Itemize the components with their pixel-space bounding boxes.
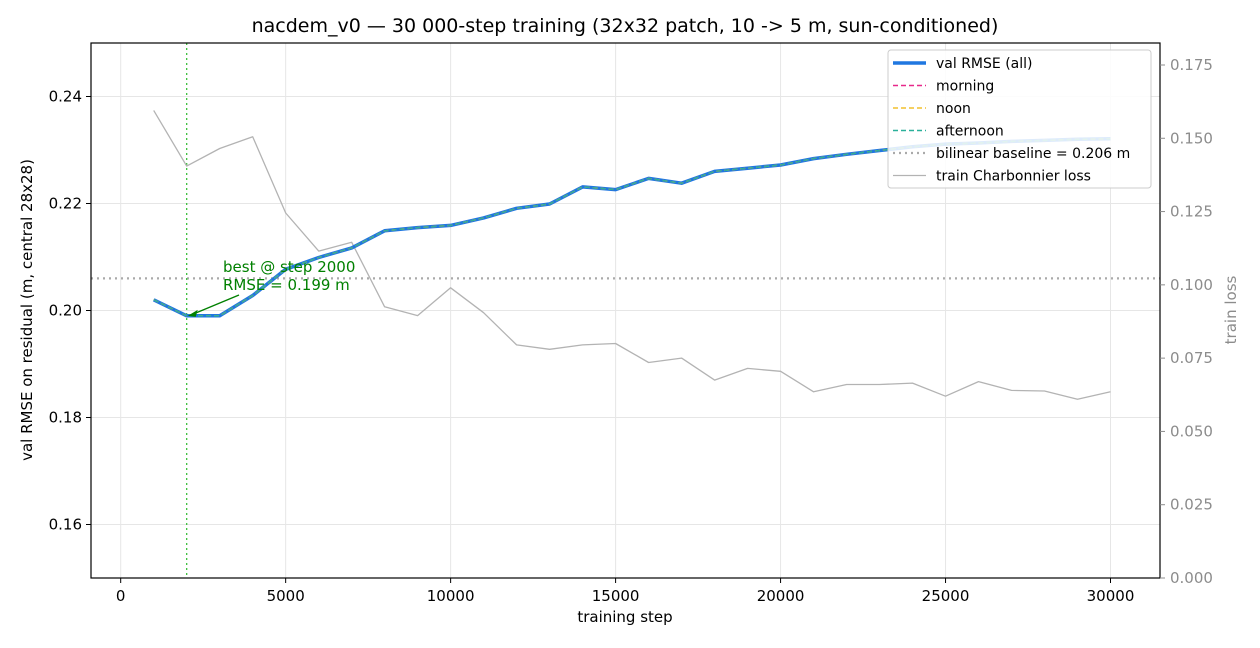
x-tick-label: 30000 — [1087, 587, 1135, 605]
y2-tick-label: 0.075 — [1170, 349, 1213, 367]
y2-tick-label: 0.150 — [1170, 129, 1213, 147]
y-axis-right: 0.000 0.025 0.050 0.075 0.100 0.125 0.150 0.175 — [1160, 56, 1213, 587]
annotation-line-2: RMSE = 0.199 m — [223, 276, 350, 294]
y2-tick-label: 0.125 — [1170, 203, 1213, 221]
legend-label: val RMSE (all) — [936, 56, 1032, 72]
y-tick-label: 0.20 — [49, 302, 82, 320]
annotation-arrow-head — [187, 309, 198, 317]
legend-box — [887, 49, 1152, 189]
annotation-line-1: best @ step 2000 — [223, 258, 355, 276]
legend-label: noon — [936, 101, 971, 117]
y2-axis-label: train loss — [1222, 275, 1240, 344]
x-axis: 0 5000 10000 15000 20000 25000 30000 — [116, 578, 1134, 605]
y-tick-label: 0.16 — [49, 516, 82, 534]
x-tick-label: 20000 — [757, 587, 805, 605]
x-tick-label: 10000 — [427, 587, 475, 605]
x-tick-label: 15000 — [592, 587, 640, 605]
y2-tick-label: 0.175 — [1170, 56, 1213, 74]
legend-label: bilinear baseline = 0.206 m — [936, 146, 1130, 162]
x-tick-label: 25000 — [922, 587, 970, 605]
x-tick-label: 0 — [116, 587, 126, 605]
y-axis-left: 0.16 0.18 0.20 0.22 0.24 — [49, 88, 91, 534]
x-tick-label: 5000 — [267, 587, 305, 605]
y-tick-label: 0.18 — [49, 409, 82, 427]
best-annotation: best @ step 2000 RMSE = 0.199 m — [187, 258, 355, 317]
y2-tick-label: 0.000 — [1170, 569, 1213, 587]
series-train-charbonnier-loss — [153, 110, 1111, 400]
legend-label: afternoon — [936, 124, 1004, 140]
legend: val RMSE (all) morning noon afternoon biline… — [887, 49, 1152, 189]
annotation-arrow-shaft — [193, 294, 240, 315]
y-tick-label: 0.22 — [49, 195, 82, 213]
x-axis-label: training step — [577, 608, 672, 626]
y-axis-label: val RMSE on residual (m, central 28x28) — [18, 159, 36, 461]
y2-tick-label: 0.025 — [1170, 496, 1213, 514]
legend-label: morning — [936, 79, 994, 95]
y-tick-label: 0.24 — [49, 88, 82, 106]
y2-tick-label: 0.050 — [1170, 422, 1213, 440]
y2-tick-label: 0.100 — [1170, 276, 1213, 294]
legend-label: train Charbonnier loss — [936, 169, 1091, 185]
chart-title: nacdem_v0 — 30 000-step training (32x32 … — [252, 15, 999, 37]
